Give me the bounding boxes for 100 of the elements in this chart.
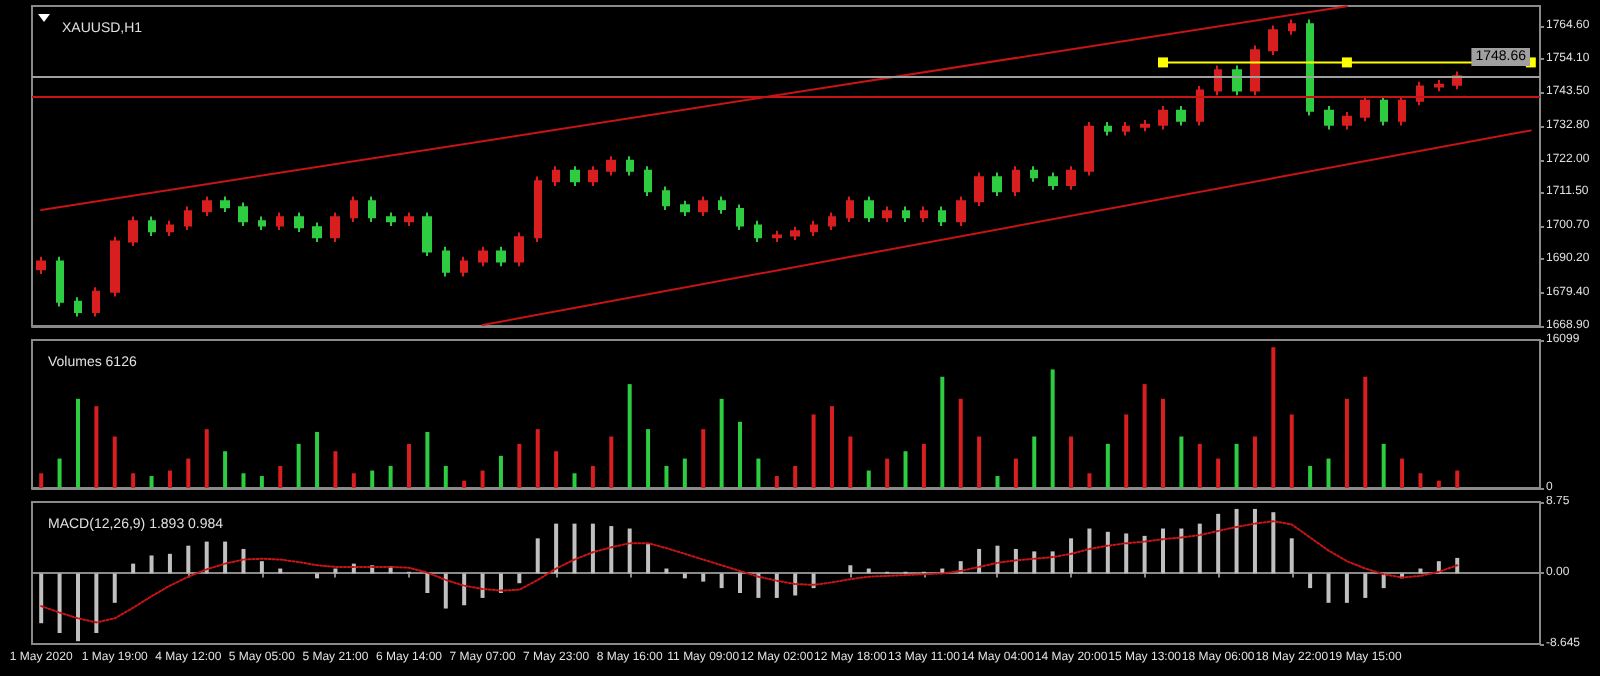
bar	[57, 458, 62, 488]
bar	[977, 436, 982, 488]
bar	[462, 480, 467, 488]
bar	[39, 573, 44, 624]
bar	[39, 473, 44, 488]
bar	[259, 476, 264, 488]
bar	[1363, 573, 1368, 598]
candlestick	[330, 211, 340, 243]
candlestick	[442, 245, 450, 278]
bar	[1197, 443, 1202, 488]
candlestick	[1434, 78, 1444, 93]
candlestick	[56, 255, 64, 308]
bar	[1142, 384, 1147, 488]
candlestick	[184, 205, 192, 232]
candlestick	[404, 211, 414, 228]
candlestick	[220, 195, 230, 213]
bar	[1400, 458, 1405, 488]
bar	[57, 573, 62, 634]
candlestick	[662, 185, 670, 212]
bar	[1234, 443, 1239, 488]
bar	[1179, 528, 1184, 574]
candlestick	[1360, 94, 1370, 123]
candlestick	[1084, 120, 1094, 177]
bar	[1105, 443, 1110, 488]
bar	[75, 398, 80, 488]
bar	[1308, 465, 1313, 488]
bar	[315, 573, 320, 579]
bar	[1197, 523, 1202, 574]
bar	[315, 431, 320, 488]
bar	[774, 476, 779, 488]
bar	[480, 470, 485, 488]
candlestick	[202, 195, 212, 217]
candlestick	[110, 235, 120, 298]
candlestick	[1398, 94, 1406, 127]
bar	[443, 465, 448, 488]
bar	[1216, 458, 1221, 488]
bar	[719, 398, 724, 488]
bar	[407, 443, 411, 488]
candlestick	[1122, 120, 1130, 137]
bar	[572, 523, 577, 574]
bar	[149, 555, 154, 574]
bar	[186, 458, 191, 488]
bar	[112, 436, 117, 488]
candlestick	[534, 175, 542, 243]
bar	[186, 545, 191, 574]
bar	[131, 473, 136, 488]
bar	[259, 561, 264, 574]
candlestick	[92, 286, 100, 318]
candlestick	[368, 195, 376, 223]
bar	[1271, 512, 1276, 574]
bar	[1161, 528, 1165, 574]
bar	[1069, 436, 1074, 488]
candlestick	[570, 165, 580, 187]
bar	[1344, 398, 1349, 488]
bar	[1124, 414, 1129, 488]
candlestick	[626, 155, 634, 177]
candlestick	[276, 211, 284, 232]
bar	[848, 436, 853, 488]
candlestick	[552, 165, 560, 187]
candlestick	[974, 171, 984, 207]
bar	[811, 414, 816, 488]
candlestick	[74, 296, 82, 318]
bar	[609, 436, 614, 488]
candlestick	[312, 221, 322, 243]
bar	[278, 465, 283, 488]
bar	[1418, 473, 1423, 488]
bar	[131, 563, 136, 574]
bar	[1050, 369, 1055, 488]
candlestick	[294, 211, 304, 233]
bar	[498, 455, 503, 488]
candlestick	[1214, 64, 1222, 97]
bar	[572, 473, 577, 488]
candlestick	[846, 195, 854, 223]
candlestick	[902, 205, 910, 223]
bar	[1455, 470, 1460, 488]
bar	[848, 565, 853, 574]
bar	[738, 573, 743, 594]
bar	[1326, 458, 1331, 488]
bar	[1308, 573, 1313, 589]
candlestick	[772, 229, 782, 243]
candlestick	[1324, 104, 1334, 131]
candlestick	[956, 195, 966, 228]
bar	[535, 538, 540, 574]
bar	[921, 443, 926, 488]
bar	[682, 458, 687, 488]
candlestick	[1288, 18, 1296, 36]
bar	[388, 465, 393, 488]
bar	[590, 523, 595, 574]
bar	[1013, 458, 1018, 488]
candlestick	[514, 231, 524, 268]
candlestick	[1048, 171, 1058, 191]
candlestick	[460, 255, 468, 278]
bar	[1142, 535, 1147, 574]
candlestick	[496, 245, 506, 268]
bar	[223, 541, 228, 574]
bar	[590, 465, 595, 488]
bar	[793, 573, 798, 596]
candlestick	[350, 195, 358, 223]
bar	[1032, 551, 1037, 574]
bar	[1289, 414, 1294, 488]
